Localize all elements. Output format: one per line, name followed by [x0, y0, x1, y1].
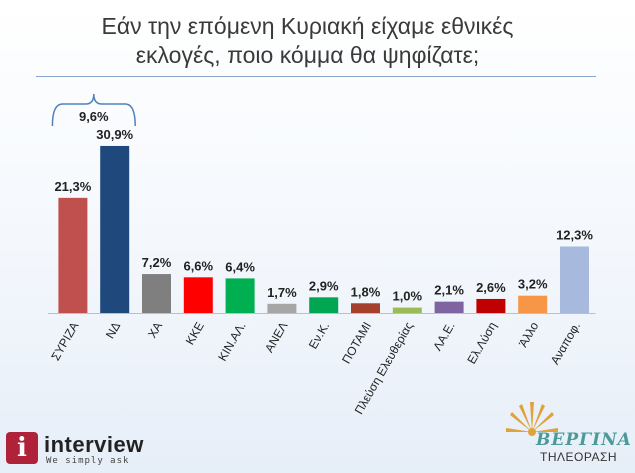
gap-bracket [51, 93, 136, 127]
chart-title-line2: εκλογές, ποιο κόμμα θα ψηφίζατε; [135, 42, 480, 68]
value-label-3: 7,2% [142, 255, 172, 270]
value-label-6: 1,7% [267, 285, 297, 300]
category-label-1: ΣΥΡΙΖΑ [48, 320, 81, 363]
vergina-logo-subtitle: ΤΗΛΕΟΡΑΣΗ [540, 450, 618, 464]
value-label-5: 6,4% [225, 259, 255, 274]
bar-9 [392, 307, 422, 313]
bar-12 [518, 295, 548, 313]
value-label-12: 3,2% [518, 277, 548, 292]
value-label-13: 12,3% [556, 228, 593, 243]
value-label-2: 30,9% [96, 127, 133, 142]
chart-title: Εάν την επόμενη Κυριακή είχαμε εθνικές ε… [20, 12, 595, 70]
value-label-9: 1,0% [392, 289, 422, 304]
interview-i-icon: i [6, 432, 38, 464]
interview-logo: i interview We simply ask [6, 430, 156, 468]
bar-6 [267, 303, 297, 313]
value-label-4: 6,6% [183, 258, 213, 273]
category-label-12: Άλλο [516, 319, 542, 349]
category-label-4: ΚΚΕ [183, 320, 207, 348]
value-label-10: 2,1% [434, 283, 464, 298]
category-label-7: Εν.Κ. [306, 320, 332, 352]
category-label-3: ΧΑ [145, 320, 165, 341]
gap-label: 9,6% [79, 109, 109, 124]
interview-logo-name: interview [44, 432, 144, 457]
value-label-1: 21,3% [54, 179, 91, 194]
bar-4 [183, 277, 213, 313]
value-label-8: 1,8% [351, 284, 381, 299]
category-label-8: ΠΟΤΑΜΙ [339, 320, 374, 367]
bar-1 [58, 197, 88, 313]
bar-8 [351, 303, 380, 313]
bar-13 [560, 246, 589, 313]
category-label-10: ΛΑ.Ε. [430, 320, 457, 354]
bar-7 [309, 297, 339, 313]
bar-5 [225, 278, 255, 313]
bar-2 [100, 145, 130, 313]
interview-logo-tagline: We simply ask [46, 456, 130, 466]
category-label-2: ΝΔ [103, 320, 123, 341]
category-label-5: ΚΙΝ.ΑΛ. [215, 320, 248, 364]
category-label-13: Αναποφ. [548, 320, 583, 367]
value-label-7: 2,9% [309, 278, 339, 293]
bar-3 [142, 274, 171, 313]
vergina-logo-name: ΒΕΡΓΙΝΑ [536, 430, 632, 450]
bar-10 [434, 301, 464, 313]
vergina-sun-icon [506, 402, 558, 436]
bar-11 [476, 298, 506, 313]
value-label-11: 2,6% [476, 280, 506, 295]
category-label-6: ΑΝΕΛ [262, 320, 290, 355]
title-divider [36, 76, 596, 77]
vergina-logo: ΒΕΡΓΙΝΑ ΤΗΛΕΟΡΑΣΗ [502, 398, 632, 470]
category-label-11: Ελ.Λύση [464, 320, 499, 367]
chart-title-line1: Εάν την επόμενη Κυριακή είχαμε εθνικές [101, 13, 514, 39]
